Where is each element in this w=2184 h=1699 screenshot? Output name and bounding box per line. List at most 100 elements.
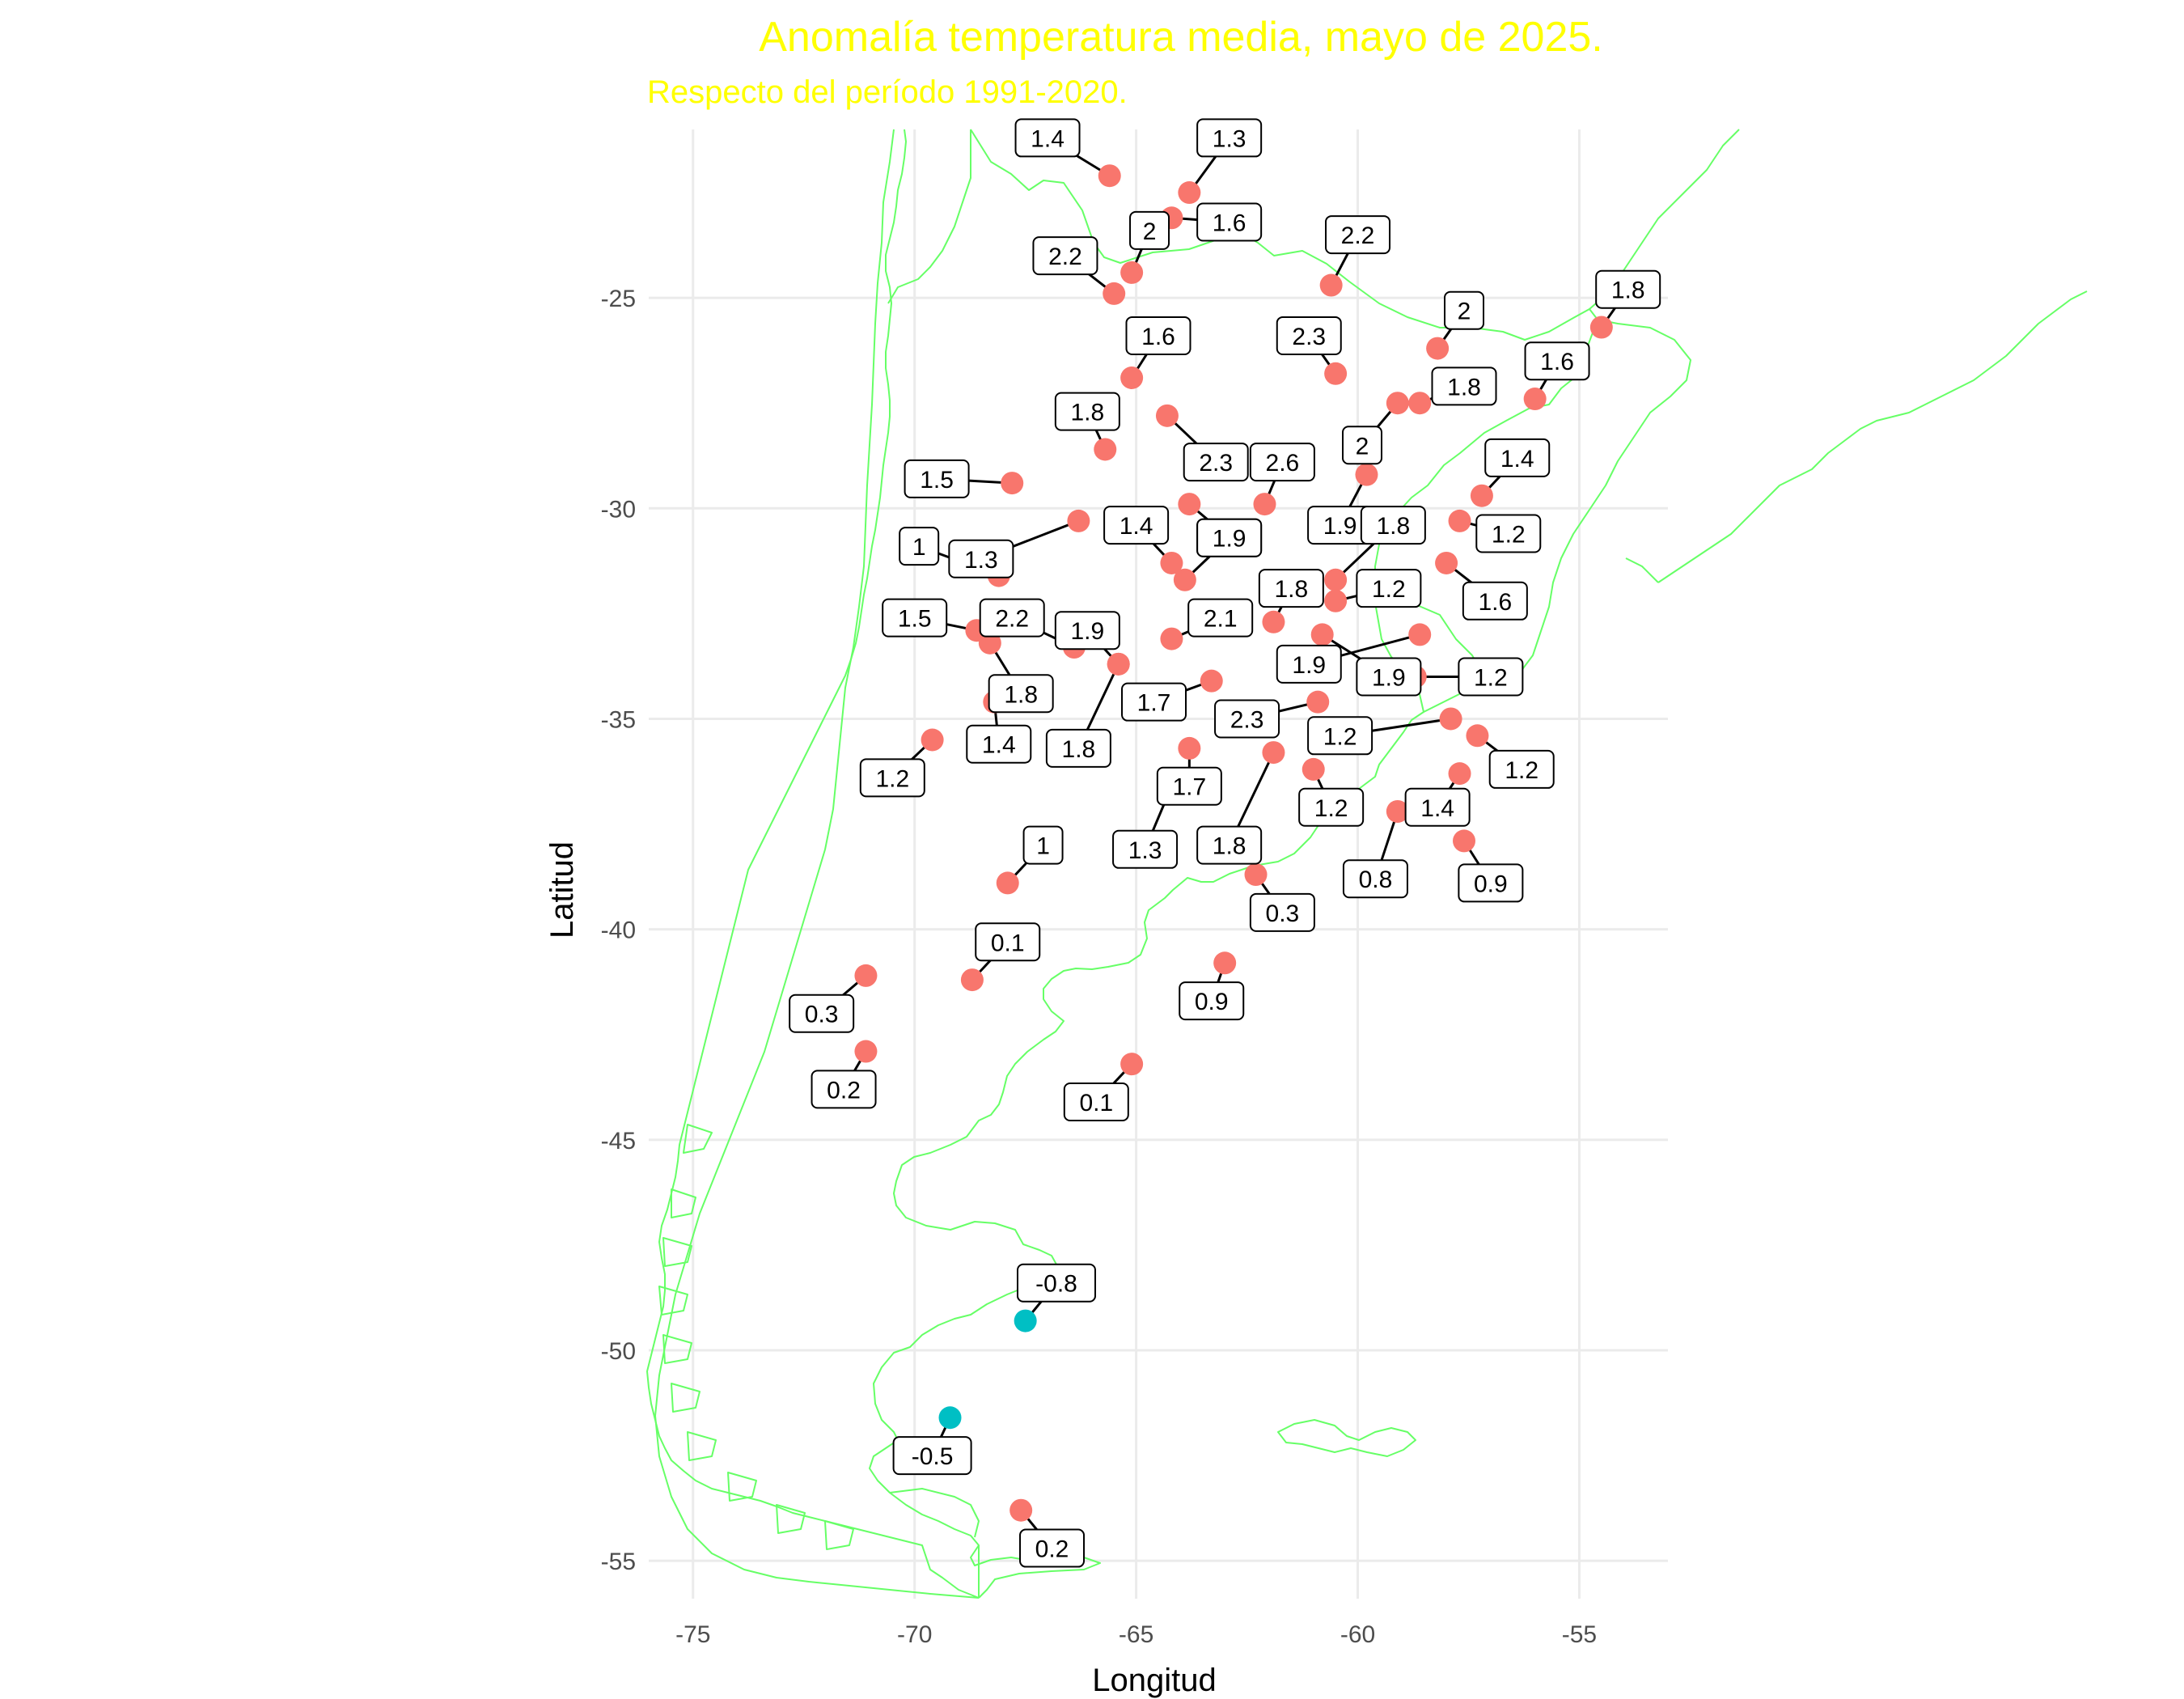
station-point [1067, 509, 1090, 532]
station-point [1453, 829, 1475, 853]
anomaly-label-text: 1.2 [1492, 522, 1526, 549]
anomaly-label: 1.8 [1045, 728, 1111, 768]
anomaly-label: 2.3 [1183, 443, 1249, 482]
y-tick-label: -35 [601, 706, 636, 733]
anomaly-label-text: 1.4 [1500, 446, 1534, 472]
anomaly-label-box [1196, 825, 1263, 865]
anomaly-label: 1.9 [1356, 657, 1422, 697]
anomaly-label: 1.9 [1307, 506, 1373, 545]
anomaly-label-box [1307, 716, 1373, 756]
anomaly-label-box [1249, 892, 1315, 932]
anomaly-label: 1.8 [1196, 825, 1263, 865]
anomaly-label-box [988, 674, 1054, 714]
anomaly-label: 1.4 [1014, 118, 1081, 158]
anomaly-label-text: 1.6 [1478, 589, 1512, 616]
anomaly-label: 1.3 [1196, 118, 1263, 158]
anomaly-label-box [1183, 443, 1249, 482]
anomaly-label-box [1054, 611, 1120, 650]
anomaly-label-box [1054, 392, 1120, 431]
station-point [1103, 282, 1126, 305]
station-point [1120, 1053, 1144, 1076]
anomaly-label-box [1524, 341, 1590, 381]
anomaly-label-box [1249, 443, 1315, 482]
anomaly-label-box [1179, 981, 1245, 1021]
station-point [1439, 707, 1462, 731]
anomaly-label-box [1063, 1082, 1129, 1121]
anomaly-label-text: 2 [1356, 433, 1369, 460]
anomaly-label-box [948, 539, 1014, 578]
x-tick-label: -55 [1562, 1621, 1597, 1648]
anomaly-label-box [1458, 657, 1524, 697]
anomaly-label-text: 1.9 [1372, 664, 1406, 691]
station-point [1094, 438, 1117, 461]
plot-title: Anomalía temperatura media, mayo de 2025… [759, 14, 1602, 61]
station-point [1470, 484, 1493, 507]
brazil-coast [1589, 129, 2088, 583]
anomaly-label: 2.1 [1187, 598, 1254, 638]
anomaly-label-text: 1.2 [1474, 664, 1508, 691]
anomaly-label-text: 2.2 [995, 606, 1029, 633]
anomaly-label-text: -0.8 [1035, 1271, 1077, 1298]
anomaly-label-box [1356, 657, 1422, 697]
station-point [1160, 551, 1183, 574]
anomaly-label: 1.3 [948, 539, 1014, 578]
station-point [1200, 669, 1223, 693]
anomaly-label-box [1488, 749, 1555, 789]
station-point [1386, 799, 1409, 823]
anomaly-label: 0.9 [1179, 981, 1245, 1021]
anomaly-label-text: 1.2 [1372, 576, 1406, 603]
anomaly-label-box [1129, 210, 1170, 250]
chile-coastline [654, 129, 980, 1599]
anomaly-label: 1.6 [1524, 341, 1590, 381]
anomaly-label-box [1019, 1528, 1086, 1568]
anomaly-label-text: 2.1 [1204, 606, 1238, 633]
anomaly-label: 1.5 [882, 598, 948, 638]
anomaly-label: 2 [1342, 426, 1382, 465]
anomaly-label-text: 2.2 [1341, 222, 1375, 249]
anomaly-label: 1.2 [859, 758, 925, 798]
anomaly-label-box [979, 598, 1045, 638]
anomaly-label-text: 1.8 [1062, 736, 1096, 763]
anomaly-label: 1.6 [1125, 316, 1191, 355]
station-point [1589, 316, 1613, 339]
anomaly-label: 1.6 [1196, 202, 1263, 242]
anomaly-label-box [1356, 569, 1422, 608]
anomaly-label-box [1342, 426, 1382, 465]
anomaly-label: 1.5 [904, 459, 970, 498]
x-tick-label: -60 [1340, 1621, 1375, 1648]
anomaly-label-box [1475, 514, 1542, 553]
anomaly-label: 1.8 [1595, 269, 1661, 309]
anomaly-label-box [1121, 682, 1187, 722]
station-point-negative [1014, 1309, 1037, 1333]
anomaly-label-text: 1.8 [1213, 833, 1246, 860]
anomaly-label-text: 2.3 [1292, 324, 1326, 350]
anomaly-label-text: 1.9 [1323, 513, 1357, 540]
anomaly-label-box [1103, 506, 1170, 545]
station-point [1386, 392, 1409, 415]
anomaly-label-box [1458, 863, 1524, 903]
anomaly-label-box [1214, 699, 1280, 739]
station-point [1173, 568, 1196, 591]
anomaly-label-text: 1.4 [1420, 795, 1454, 822]
anomaly-label-text: 0.3 [1266, 900, 1300, 927]
plot-subtitle: Respecto del período 1991-2020. [647, 74, 1128, 110]
anomaly-label-box [1125, 316, 1191, 355]
anomaly-label-text: 0.2 [827, 1077, 861, 1104]
anomaly-label: 1.9 [1196, 518, 1263, 557]
anomaly-label-text: 1.6 [1540, 349, 1574, 375]
anomaly-label-text: 1.3 [1128, 837, 1162, 864]
y-tick-label: -55 [601, 1549, 636, 1575]
anomaly-label-text: 1.8 [1376, 513, 1410, 540]
anomaly-label: 1.3 [1112, 829, 1179, 869]
anomaly-label-box [859, 758, 925, 798]
malvinas-islands [1277, 1419, 1416, 1457]
anomaly-label: 2 [1444, 290, 1484, 330]
station-point [1244, 863, 1268, 887]
anomaly-label-text: 2.3 [1199, 450, 1233, 477]
bolivia-paraguay-border [887, 129, 971, 304]
anomaly-label-box [1404, 787, 1471, 827]
anomaly-label-text: 1.8 [1447, 374, 1481, 400]
anomaly-label-text: 1.9 [1213, 526, 1246, 553]
anomaly-label: 1.2 [1458, 657, 1524, 697]
